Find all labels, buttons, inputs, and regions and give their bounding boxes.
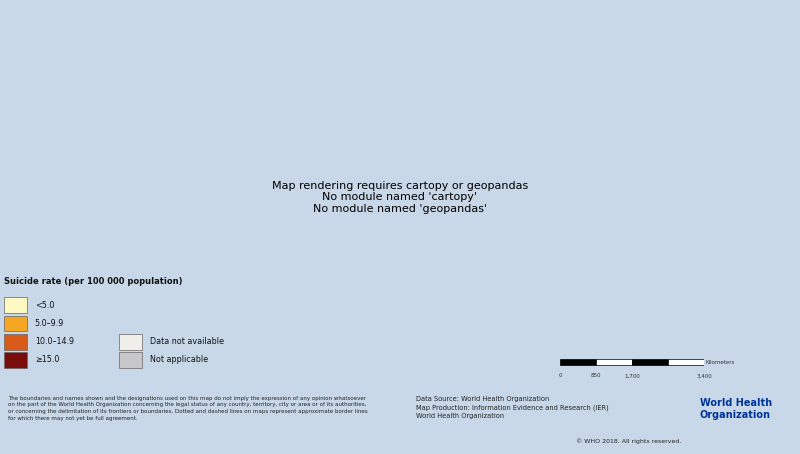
Text: 10.0–14.9: 10.0–14.9 — [34, 337, 74, 346]
Text: Data not available: Data not available — [150, 337, 224, 346]
Text: The boundaries and names shown and the designations used on this map do not impl: The boundaries and names shown and the d… — [8, 396, 368, 420]
Text: 850: 850 — [590, 373, 602, 379]
Text: Map rendering requires cartopy or geopandas
No module named 'cartopy'
No module : Map rendering requires cartopy or geopan… — [272, 181, 528, 214]
FancyBboxPatch shape — [4, 352, 27, 368]
FancyBboxPatch shape — [4, 297, 27, 313]
Text: © WHO 2018. All rights reserved.: © WHO 2018. All rights reserved. — [576, 439, 682, 444]
Bar — [596, 359, 632, 365]
Text: 0: 0 — [558, 373, 562, 379]
FancyBboxPatch shape — [119, 352, 142, 368]
Bar — [632, 359, 668, 365]
Text: <5.0: <5.0 — [34, 301, 54, 310]
Text: Suicide rate (per 100 000 population): Suicide rate (per 100 000 population) — [4, 277, 182, 286]
Text: 1,700: 1,700 — [624, 373, 640, 379]
Text: 3,400: 3,400 — [696, 373, 712, 379]
FancyBboxPatch shape — [4, 316, 27, 331]
Bar — [668, 359, 704, 365]
FancyBboxPatch shape — [119, 334, 142, 350]
Text: Data Source: World Health Organization
Map Production: Information Evidence and : Data Source: World Health Organization M… — [416, 396, 609, 419]
Text: World Health
Organization: World Health Organization — [700, 398, 772, 420]
Bar — [560, 359, 596, 365]
Text: Not applicable: Not applicable — [150, 355, 208, 364]
Text: ≥15.0: ≥15.0 — [34, 355, 59, 364]
Text: 5.0–9.9: 5.0–9.9 — [34, 319, 64, 328]
Text: Kilometers: Kilometers — [706, 360, 735, 365]
FancyBboxPatch shape — [4, 334, 27, 350]
